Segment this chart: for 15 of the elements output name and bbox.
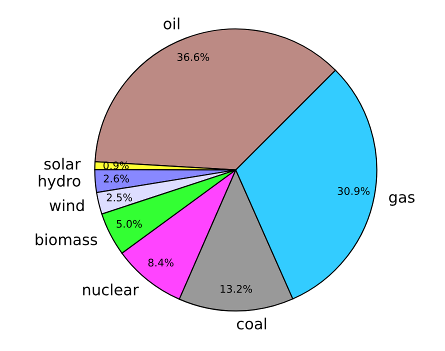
data-label: 36.6% [177,53,210,61]
slice-label: oil [164,18,180,30]
data-label: 30.9% [338,187,370,195]
slice-label: hydro [38,174,80,190]
data-label: 2.5% [106,194,132,202]
slice-label: nuclear [83,284,139,296]
slice-label: wind [50,199,84,212]
slice-label: coal [236,318,266,330]
slice-label: gas [389,194,415,206]
slice-label: biomass [36,233,98,246]
data-label: 2.6% [104,174,129,182]
slice-label: solar [44,158,81,170]
data-label: 8.4% [148,258,174,267]
data-label: 5.0% [116,220,142,228]
data-label: 13.2% [220,284,252,293]
